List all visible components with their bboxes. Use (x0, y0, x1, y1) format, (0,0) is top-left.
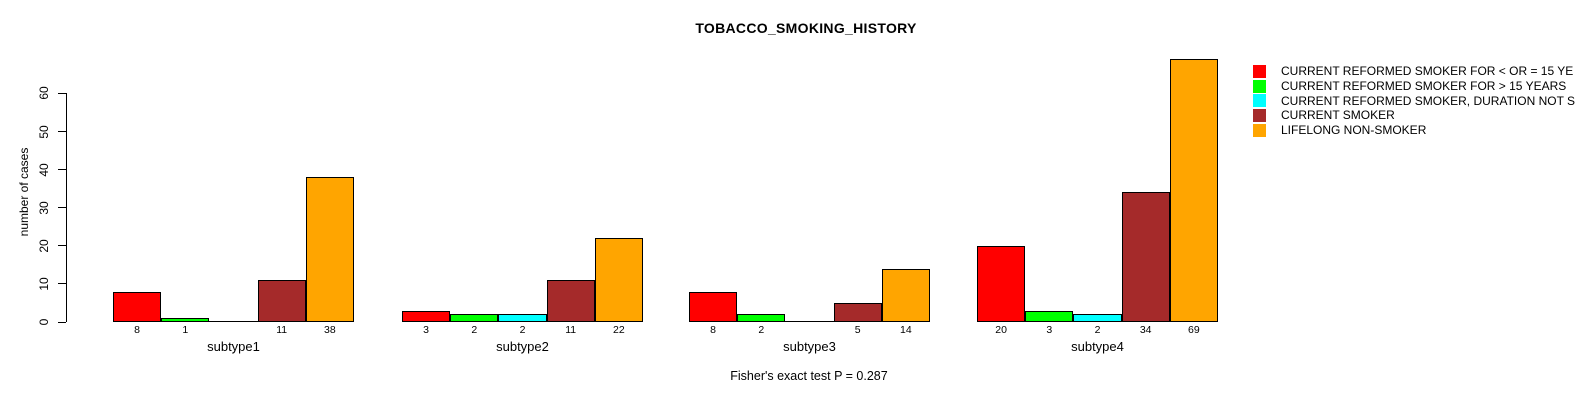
y-axis-tick (58, 283, 66, 285)
zero-value-bar (785, 321, 834, 322)
bar-value-label: 11 (565, 324, 577, 336)
y-axis-line (66, 93, 67, 322)
bar-value-label: 2 (471, 324, 478, 336)
x-axis-category-label: subtype3 (783, 339, 836, 354)
bar (977, 245, 1026, 322)
bar-value-label: 11 (276, 324, 288, 336)
bar (689, 291, 738, 322)
x-axis-category-label: subtype2 (496, 339, 549, 354)
bar-value-label: 14 (900, 324, 912, 336)
legend-color-swatch-icon (1253, 64, 1266, 78)
bar-value-label: 38 (324, 324, 336, 336)
legend-item-label: CURRENT SMOKER (1281, 108, 1395, 123)
legend-item-label: CURRENT REFORMED SMOKER, DURATION NOT S (1281, 93, 1576, 108)
bar (498, 314, 547, 322)
y-axis-tick (58, 92, 66, 94)
bar-value-label: 8 (134, 324, 141, 336)
y-axis-tick-label: 50 (37, 124, 51, 139)
y-axis-tick (58, 207, 66, 209)
bar (402, 310, 451, 322)
bar (450, 314, 499, 322)
y-axis-tick-label: 30 (37, 201, 51, 215)
bar (257, 280, 306, 322)
y-axis-tick-label: 0 (37, 318, 51, 326)
bar-value-label: 2 (519, 324, 526, 336)
bar-value-label: 8 (710, 324, 717, 336)
bar-value-label: 2 (758, 324, 765, 336)
legend-item: CURRENT REFORMED SMOKER FOR < OR = 15 YE (1253, 64, 1575, 79)
legend-color-swatch-icon (1253, 79, 1266, 93)
bar (881, 268, 930, 322)
y-axis-tick (58, 169, 66, 171)
bar (1025, 310, 1074, 322)
legend-item-label: CURRENT REFORMED SMOKER FOR > 15 YEARS (1281, 79, 1567, 94)
bar-value-label: 3 (1046, 324, 1053, 336)
bar-value-label: 3 (423, 324, 430, 336)
bar-value-label: 22 (613, 324, 625, 336)
bar (1073, 314, 1122, 322)
x-axis-category-label: subtype4 (1071, 339, 1124, 354)
y-axis-label: number of cases (17, 147, 31, 237)
bar-value-label: 2 (1094, 324, 1101, 336)
legend-color-swatch-icon (1253, 123, 1266, 137)
legend-item-label: LIFELONG NON-SMOKER (1281, 123, 1427, 138)
bar-group (689, 59, 930, 322)
bar (833, 302, 882, 322)
y-axis-tick-label: 10 (37, 277, 51, 291)
y-axis-tick (58, 245, 66, 247)
bar (1169, 59, 1218, 322)
bar-group (977, 59, 1218, 322)
y-axis-tick-label: 40 (37, 162, 51, 177)
bar-group (113, 59, 354, 322)
x-axis-category-label: subtype1 (207, 339, 260, 354)
y-axis-tick-label: 60 (37, 86, 51, 101)
bar-value-label: 69 (1188, 324, 1200, 336)
bar (161, 318, 210, 322)
zero-value-bar (209, 321, 258, 322)
bar-value-label: 1 (182, 324, 189, 336)
bar (737, 314, 786, 322)
bar (546, 280, 595, 322)
fisher-test-annotation: Fisher's exact test P = 0.287 (730, 369, 888, 383)
bar-value-label: 34 (1139, 324, 1152, 336)
legend-color-swatch-icon (1253, 94, 1266, 108)
bar (1121, 192, 1170, 322)
bar-value-label: 5 (854, 324, 861, 336)
bar-group (402, 59, 643, 322)
bar-value-label: 20 (995, 324, 1007, 336)
bar (594, 238, 643, 322)
legend-item: CURRENT SMOKER (1253, 108, 1575, 123)
y-axis-tick (58, 131, 66, 132)
legend: CURRENT REFORMED SMOKER FOR < OR = 15 YE… (1253, 64, 1575, 137)
bar (305, 177, 354, 322)
legend-item-label: CURRENT REFORMED SMOKER FOR < OR = 15 YE (1281, 64, 1574, 79)
y-axis-tick-label: 20 (37, 239, 51, 253)
legend-item: CURRENT REFORMED SMOKER, DURATION NOT S (1253, 93, 1575, 108)
legend-item: LIFELONG NON-SMOKER (1253, 123, 1575, 138)
y-axis-tick (58, 321, 66, 323)
bar (113, 291, 162, 322)
chart-title: TOBACCO_SMOKING_HISTORY (695, 20, 917, 36)
legend-color-swatch-icon (1253, 108, 1266, 122)
legend-item: CURRENT REFORMED SMOKER FOR > 15 YEARS (1253, 79, 1575, 94)
